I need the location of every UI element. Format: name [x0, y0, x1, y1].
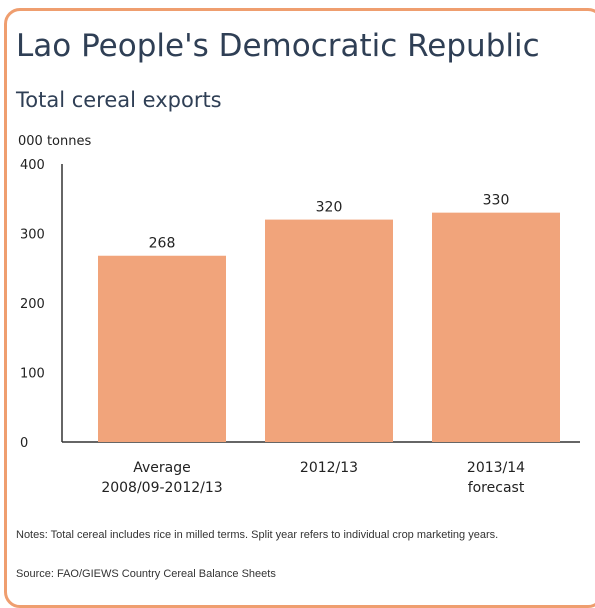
chart-title: Lao People's Democratic Republic [16, 28, 540, 64]
bar [98, 255, 226, 442]
bars [98, 212, 560, 442]
bar-chart: 000 tonnes 0 100 200 300 400 268 320 330 Avera… [18, 134, 580, 496]
x-tick-label: Average [133, 460, 191, 476]
data-labels: 268 320 330 [149, 193, 510, 252]
bar-value-label: 330 [483, 193, 510, 209]
x-tick-label: 2008/09-2012/13 [101, 480, 222, 496]
y-axis-unit-label: 000 tonnes [18, 134, 91, 149]
x-tick-label: forecast [468, 480, 525, 496]
bar-value-label: 320 [316, 200, 343, 216]
chart-subtitle: Total cereal exports [16, 88, 222, 112]
x-tick-label: 2012/13 [300, 460, 358, 476]
bar-value-label: 268 [149, 236, 176, 252]
x-tick-label: 2013/14 [467, 460, 525, 476]
bar [265, 219, 393, 442]
bar [432, 212, 560, 442]
chart-source: Source: FAO/GIEWS Country Cereal Balance… [16, 568, 276, 580]
y-tick-label: 400 [20, 158, 45, 173]
y-tick-label: 0 [20, 436, 28, 451]
y-tick-label: 100 [20, 367, 45, 382]
y-tick-label: 300 [20, 228, 45, 243]
x-axis-labels: Average 2008/09-2012/13 2012/13 2013/14 fore… [101, 460, 525, 496]
chart-notes: Notes: Total cereal includes rice in mil… [16, 529, 499, 541]
y-tick-label: 200 [20, 297, 45, 312]
